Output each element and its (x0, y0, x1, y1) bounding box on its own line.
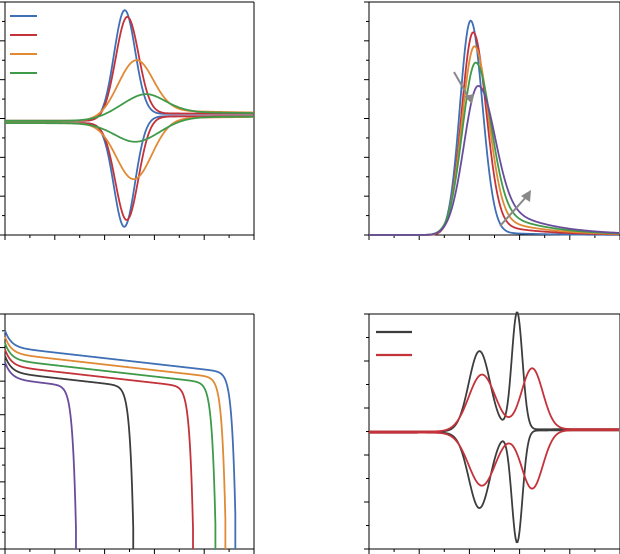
tr-arrow-down (453, 71, 474, 104)
tl-series-3-forward (5, 93, 255, 122)
bl-series-4 (4, 355, 135, 549)
bl-series-2 (4, 342, 217, 549)
bl-series-1 (4, 336, 227, 549)
tr-arrow-up-shaft (499, 195, 528, 227)
br-series-0-forward (369, 311, 619, 433)
panel-bottom-left (0, 313, 255, 554)
tl-series-1-forward (5, 15, 254, 122)
br-series-1-forward (369, 367, 619, 433)
br-series-0-reverse (369, 429, 619, 544)
br-series-1-reverse (369, 429, 619, 490)
tr-series-3 (369, 61, 620, 236)
panel-bottom-right (364, 311, 620, 554)
bl-series-0 (4, 330, 237, 549)
panel-top-right (364, 1, 620, 240)
tl-series-2-reverse (5, 116, 255, 181)
tl-series-0-reverse (5, 115, 254, 228)
tr-arrow-up (499, 190, 531, 227)
tl-series-1-reverse (5, 115, 254, 222)
bl-series-3 (4, 349, 194, 549)
tr-arrow-down-head (464, 94, 474, 104)
bl-series-5 (4, 361, 77, 549)
tl-series-3-reverse (5, 115, 255, 143)
panel-top-left (0, 1, 255, 240)
tr-arrow-up-head (521, 190, 531, 202)
tr-series-4 (369, 84, 620, 236)
